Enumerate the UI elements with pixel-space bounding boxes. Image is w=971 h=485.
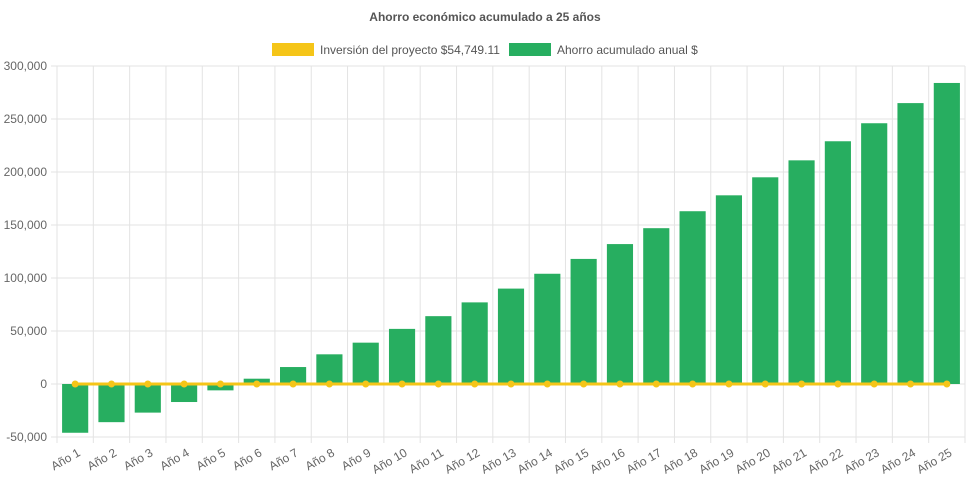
x-tick-label: Año 20 — [733, 445, 773, 476]
bar-25 — [933, 82, 960, 385]
x-tick-label: Año 9 — [339, 445, 373, 473]
y-tick-label: 0 — [40, 377, 47, 391]
investment-point-21 — [798, 380, 806, 388]
x-tick-label: Año 5 — [194, 445, 228, 473]
bar-14 — [534, 273, 561, 384]
investment-point-3 — [144, 380, 152, 388]
x-tick-label: Año 14 — [515, 445, 555, 476]
investment-point-8 — [325, 380, 333, 388]
investment-point-15 — [580, 380, 588, 388]
bar-7 — [280, 367, 307, 384]
bar-17 — [643, 228, 670, 384]
investment-point-19 — [725, 380, 733, 388]
investment-point-13 — [507, 380, 515, 388]
x-tick-label: Año 2 — [85, 445, 119, 473]
investment-point-7 — [289, 380, 297, 388]
investment-point-14 — [543, 380, 551, 388]
x-tick-label: Año 23 — [842, 445, 882, 476]
investment-point-5 — [216, 380, 224, 388]
bar-13 — [497, 288, 525, 384]
investment-point-9 — [362, 380, 370, 388]
y-tick-label: 300,000 — [4, 59, 48, 73]
x-tick-label: Año 4 — [157, 445, 191, 473]
y-tick-label: 250,000 — [4, 112, 48, 126]
x-tick-label: Año 8 — [303, 445, 337, 473]
bar-9 — [352, 342, 379, 384]
investment-point-20 — [761, 380, 769, 388]
investment-line — [71, 380, 951, 388]
investment-point-10 — [398, 380, 406, 388]
y-axis: 300,000 250,000 200,000 150,000 100,000 50,00… — [4, 59, 48, 444]
x-tick-label: Año 24 — [878, 445, 918, 476]
x-tick-label: Año 13 — [479, 445, 519, 476]
bar-21 — [788, 160, 815, 384]
legend-label-savings: Ahorro acumulado anual $ — [557, 43, 698, 57]
x-tick-label: Año 18 — [660, 445, 700, 476]
y-tick-label: 200,000 — [4, 165, 48, 179]
bar-10 — [388, 328, 416, 384]
x-tick-label: Año 6 — [230, 445, 264, 473]
investment-point-16 — [616, 380, 624, 388]
x-tick-label: Año 12 — [442, 445, 482, 476]
investment-point-6 — [253, 380, 261, 388]
investment-point-17 — [652, 380, 660, 388]
bar-19 — [715, 195, 742, 384]
y-tick-label: 150,000 — [4, 218, 48, 232]
investment-point-25 — [943, 380, 951, 388]
legend-label-investment: Inversión del proyecto $54,749.11 — [320, 43, 500, 57]
x-axis: Año 1 Año 2 Año 3 Año 4 Año 5 Año 6 Año 7 Año 8… — [49, 445, 955, 476]
y-tick-label: -50,000 — [6, 430, 47, 444]
bar-16 — [606, 244, 634, 384]
bar-11 — [425, 316, 452, 384]
bar-8 — [316, 354, 343, 384]
y-tick-label: 50,000 — [10, 324, 47, 338]
legend: Inversión del proyecto $54,749.11 Ahorro… — [272, 43, 698, 57]
x-tick-label: Año 22 — [805, 445, 845, 476]
bar-23 — [861, 123, 888, 385]
x-tick-label: Año 1 — [49, 445, 83, 473]
investment-point-24 — [907, 380, 915, 388]
chart-title: Ahorro económico acumulado a 25 años — [369, 10, 601, 24]
x-tick-label: Año 21 — [769, 445, 809, 476]
bar-1 — [62, 384, 89, 433]
bar-12 — [461, 302, 488, 384]
legend-swatch-savings — [509, 43, 551, 56]
investment-point-11 — [434, 380, 442, 388]
grid — [51, 65, 966, 443]
investment-point-18 — [689, 380, 697, 388]
bar-18 — [679, 211, 706, 384]
investment-point-2 — [107, 380, 115, 388]
bar-15 — [570, 258, 597, 384]
x-tick-label: Año 7 — [266, 445, 300, 473]
x-tick-label: Año 17 — [624, 445, 664, 476]
investment-point-4 — [180, 380, 188, 388]
x-tick-label: Año 25 — [914, 445, 954, 476]
investment-point-22 — [834, 380, 842, 388]
bar-20 — [752, 177, 779, 384]
legend-swatch-investment — [272, 43, 314, 56]
x-tick-label: Año 16 — [588, 445, 628, 476]
y-tick-label: 100,000 — [4, 271, 48, 285]
x-tick-label: Año 15 — [551, 445, 591, 476]
investment-point-23 — [870, 380, 878, 388]
bar-4 — [171, 384, 198, 403]
bars — [62, 82, 960, 433]
investment-point-1 — [71, 380, 79, 388]
bar-24 — [897, 103, 924, 384]
x-tick-label: Año 10 — [370, 445, 410, 476]
x-tick-label: Año 11 — [407, 445, 446, 476]
bar-22 — [824, 141, 851, 384]
x-tick-label: Año 3 — [121, 445, 155, 473]
investment-point-12 — [471, 380, 479, 388]
x-tick-label: Año 19 — [696, 445, 736, 476]
bar-3 — [134, 384, 161, 413]
bar-2 — [98, 384, 125, 423]
